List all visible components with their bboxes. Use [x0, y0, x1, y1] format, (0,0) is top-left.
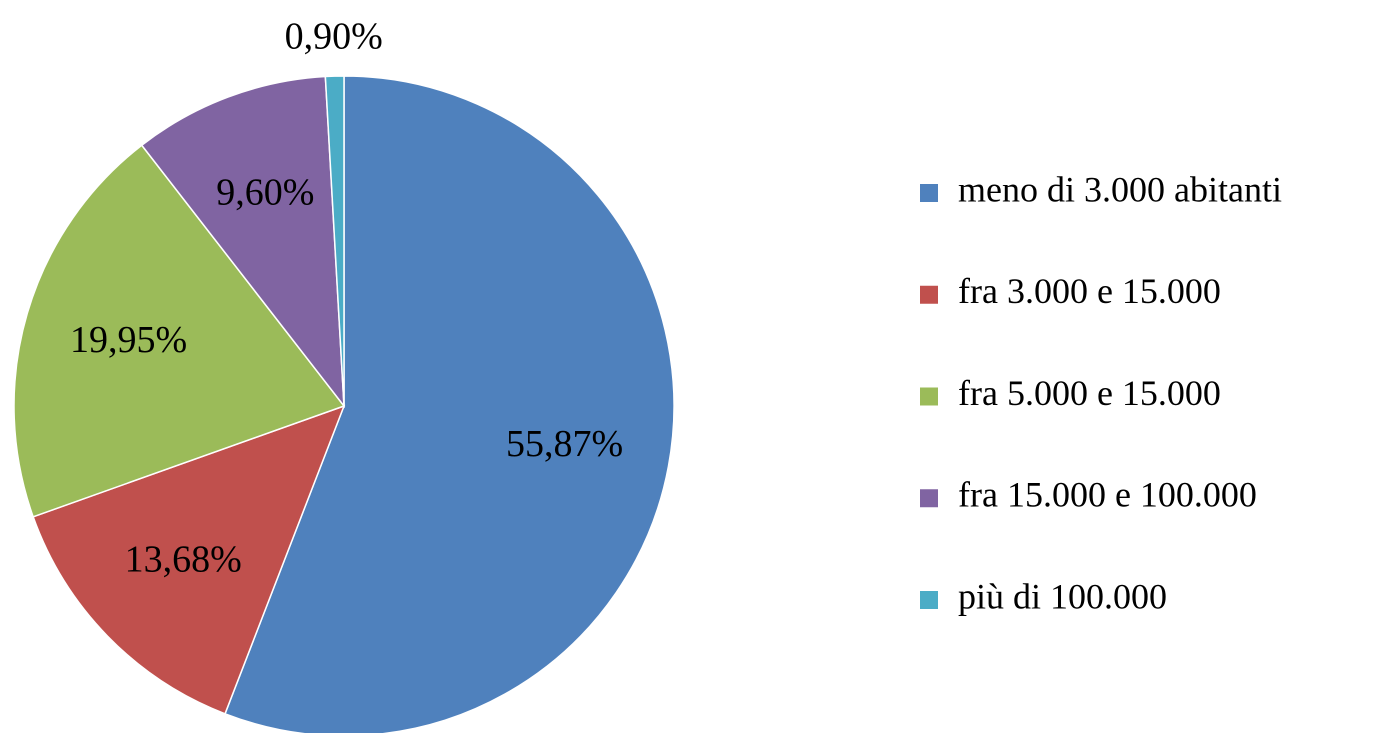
data-label: 19,95%	[70, 319, 187, 361]
data-label: 13,68%	[125, 538, 242, 580]
legend-label: meno di 3.000 abitanti	[958, 169, 1282, 209]
legend-label: più di 100.000	[958, 576, 1167, 616]
pie-slice	[32, 404, 346, 715]
data-label: 0,90%	[285, 16, 383, 58]
legend-label: fra 5.000 e 15.000	[958, 373, 1221, 413]
legend-label: fra 3.000 e 15.000	[958, 271, 1221, 311]
pie-slice	[324, 75, 345, 407]
pie-slice	[224, 75, 675, 733]
legend-label: fra 15.000 e 100.000	[958, 475, 1257, 515]
data-label: 9,60%	[216, 172, 314, 214]
legend-swatch	[920, 489, 938, 508]
legend-swatch	[920, 387, 938, 406]
data-label: 55,87%	[506, 423, 623, 465]
legend-swatch	[920, 591, 938, 609]
pie-slice	[140, 75, 345, 409]
legend-swatch	[920, 285, 938, 304]
legend-swatch	[920, 184, 938, 202]
pie-slice	[13, 144, 346, 518]
